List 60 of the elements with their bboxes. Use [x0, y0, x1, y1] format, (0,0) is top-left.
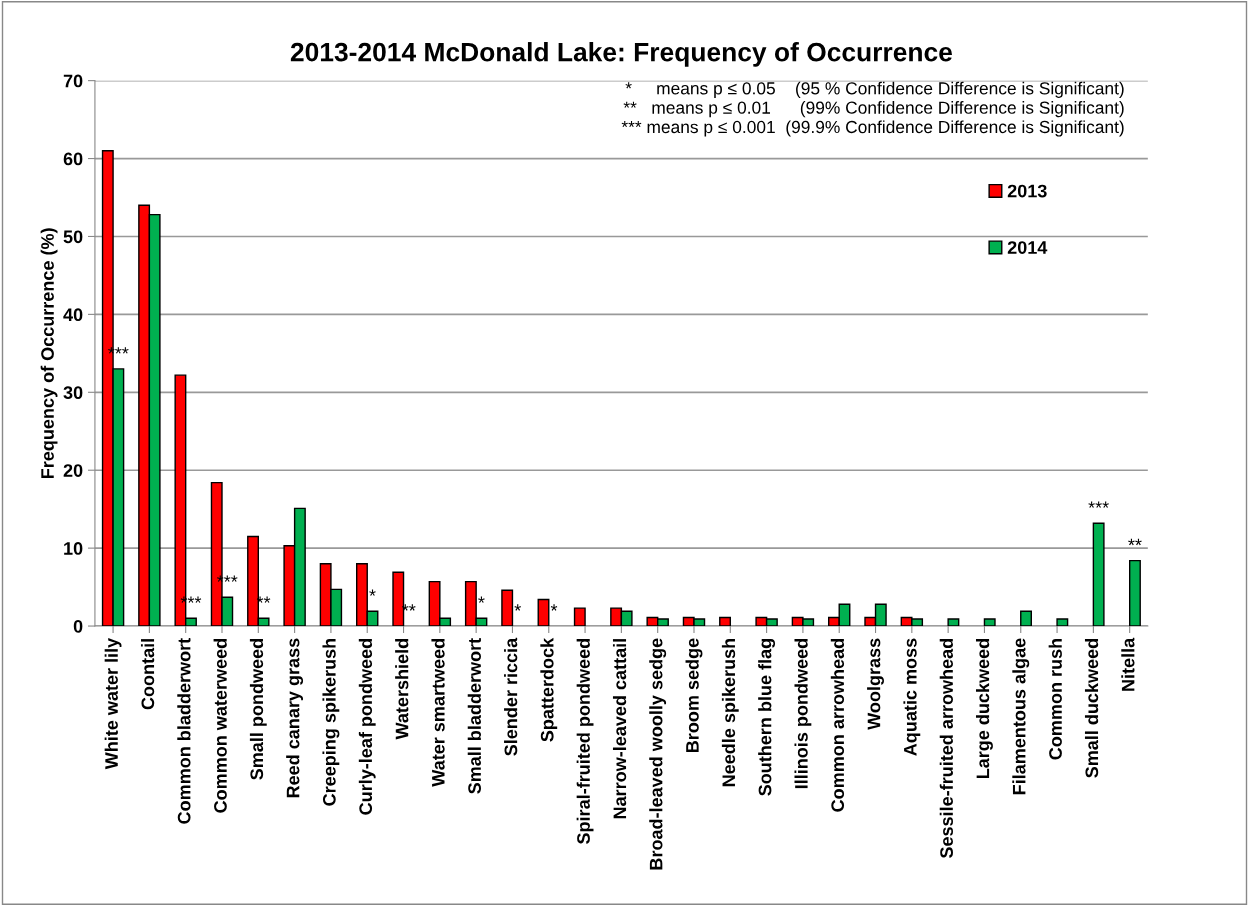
bar	[1056, 618, 1069, 627]
annotation: *	[514, 604, 521, 611]
x-tick-label: Curly-leaf pondweed	[358, 639, 376, 815]
y-tick-label: 60	[63, 152, 83, 166]
legend-label: 2013	[1007, 184, 1047, 198]
y-tick-label: 20	[63, 464, 83, 477]
x-tick-label: White water lily	[104, 637, 122, 770]
x-tick-label: Small bladderwort	[467, 638, 481, 794]
x-tick-label: Illinois pondweed	[794, 639, 812, 789]
y-tick-label: 0	[73, 619, 83, 633]
bar	[537, 598, 550, 627]
annotation: ** means p ≤ 0.01 (99% Confidence Difference is Significant)	[623, 101, 1124, 118]
annotation: **	[1128, 538, 1142, 546]
x-tick-label: Aquatic moss	[903, 638, 921, 756]
y-tick-label: 50	[63, 230, 83, 244]
bar	[1092, 522, 1105, 627]
bar	[1128, 559, 1141, 627]
x-tick-label: Reed canary grass	[286, 638, 304, 798]
x-tick-label: Water smartweed	[431, 639, 445, 787]
y-tick-label: 30	[63, 386, 83, 400]
x-tick-label: Spatterdock	[540, 637, 558, 742]
x-tick-label: Large duckweed	[975, 639, 993, 779]
x-tick-label: Slender riccia	[504, 637, 518, 756]
bar	[983, 618, 996, 627]
y-axis-title: Frequency of Occurrence (%)	[40, 228, 58, 479]
x-tick-label: Common arrowhead	[830, 639, 845, 812]
x-tick-label: Sessile-fruited arrowhead	[939, 639, 953, 859]
x-tick-label: Small duckweed	[1084, 639, 1099, 778]
annotation: ***	[1088, 501, 1109, 508]
legend-label: 2014	[1007, 241, 1048, 254]
y-tick-label: 10	[64, 542, 83, 555]
bar	[947, 618, 960, 627]
x-tick-label: Southern blue flag	[758, 639, 776, 796]
x-tick-label: Woolgrass	[867, 638, 884, 730]
x-tick-label: Creeping spikerush	[322, 638, 340, 806]
x-tick-label: Watershield	[395, 639, 409, 740]
y-tick-label: 40	[63, 308, 83, 322]
annotation: *** means p ≤ 0.001 (99.9% Confidence Difference is Significant)	[621, 120, 1124, 137]
x-tick-label: Broom sedge	[685, 638, 703, 753]
x-tick-label: Common waterweed	[213, 639, 227, 813]
x-tick-label: Nitella	[1121, 637, 1135, 691]
bar	[573, 607, 586, 627]
x-tick-label: Narrow-leaved cattail	[612, 639, 627, 819]
annotation: *	[478, 596, 485, 603]
x-tick-label: Coontail	[140, 639, 155, 710]
x-tick-label: Broad-leaved woolly sedge	[649, 638, 667, 870]
x-tick-label: Filamentous algae	[1012, 638, 1030, 795]
bar	[1020, 610, 1032, 627]
x-tick-label: Needle spikerush	[721, 638, 739, 787]
bar	[501, 589, 514, 627]
x-tick-label: Small pondweed	[249, 639, 267, 780]
x-tick-label: Spiral-fruited pondweed	[576, 639, 594, 844]
annotation: *	[369, 589, 376, 596]
chart-title: 2013-2014 McDonald Lake: Frequency of Occurrence	[290, 42, 952, 67]
annotation: * means p ≤ 0.05 (95 % Confidence Difference is Significant)	[625, 81, 1124, 98]
x-tick-label: Common rush	[1048, 638, 1062, 760]
bar	[719, 616, 731, 627]
annotation: *	[550, 604, 558, 611]
y-tick-label: 70	[63, 74, 83, 88]
x-tick-label: Common bladderwort	[177, 638, 191, 824]
